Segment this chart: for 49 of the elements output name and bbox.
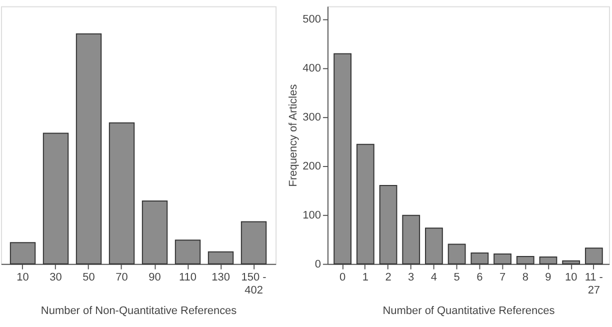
x-tick-label: 30 <box>50 271 62 284</box>
y-tick-label: 200 <box>302 160 321 172</box>
bar <box>379 184 398 264</box>
x-tick-label: 11 - 27 <box>584 271 604 296</box>
bar <box>402 214 420 264</box>
x-tick-label: 8 <box>522 271 528 284</box>
bar <box>425 228 443 264</box>
y-tick-label: 500 <box>302 13 321 26</box>
x-tick-label: 150 - 402 <box>241 271 267 296</box>
x-tick-label: 50 <box>82 271 95 284</box>
x-tick-label: 10 <box>564 271 578 284</box>
bar <box>10 242 36 264</box>
x-tick-label: 4 <box>430 271 438 284</box>
x-tick-label: 6 <box>476 271 483 284</box>
x-tick-label: 110 <box>179 271 197 284</box>
x-tick-label: 10 <box>16 271 29 284</box>
bar <box>334 53 352 264</box>
x-tick-label: 0 <box>339 271 346 284</box>
bar <box>470 252 489 264</box>
x-tick-label: 130 <box>212 271 230 284</box>
x-tick-label: 1 <box>362 271 368 284</box>
bar <box>174 240 201 264</box>
y-tick-label: 300 <box>302 111 321 124</box>
bar <box>448 244 466 264</box>
x-axis-title: Number of Quantitative References <box>382 305 556 318</box>
bar <box>562 260 580 264</box>
x-tick-label: 70 <box>116 271 128 284</box>
bar <box>208 251 234 264</box>
bar <box>42 132 69 264</box>
bar <box>240 221 267 264</box>
y-axis-title: Frequency of Articles <box>288 84 300 187</box>
bar <box>142 200 168 264</box>
bar <box>516 256 534 264</box>
bar <box>584 248 603 264</box>
y-tick-label: 100 <box>302 209 321 222</box>
x-tick-label: 9 <box>545 271 552 284</box>
x-tick-label: 7 <box>499 271 506 284</box>
y-tick-label: 0 <box>314 258 321 270</box>
bar <box>108 122 135 264</box>
x-tick-label: 5 <box>454 271 460 284</box>
x-tick-label: 3 <box>408 271 414 284</box>
x-tick-label: 2 <box>385 271 392 284</box>
y-tick-label: 400 <box>302 62 321 74</box>
bar <box>76 33 102 264</box>
x-tick-label: 90 <box>148 271 161 284</box>
bar <box>356 144 374 264</box>
bar <box>539 256 558 264</box>
x-axis-title: Number of Non-Quantitative References <box>40 305 238 318</box>
bar <box>494 254 512 264</box>
